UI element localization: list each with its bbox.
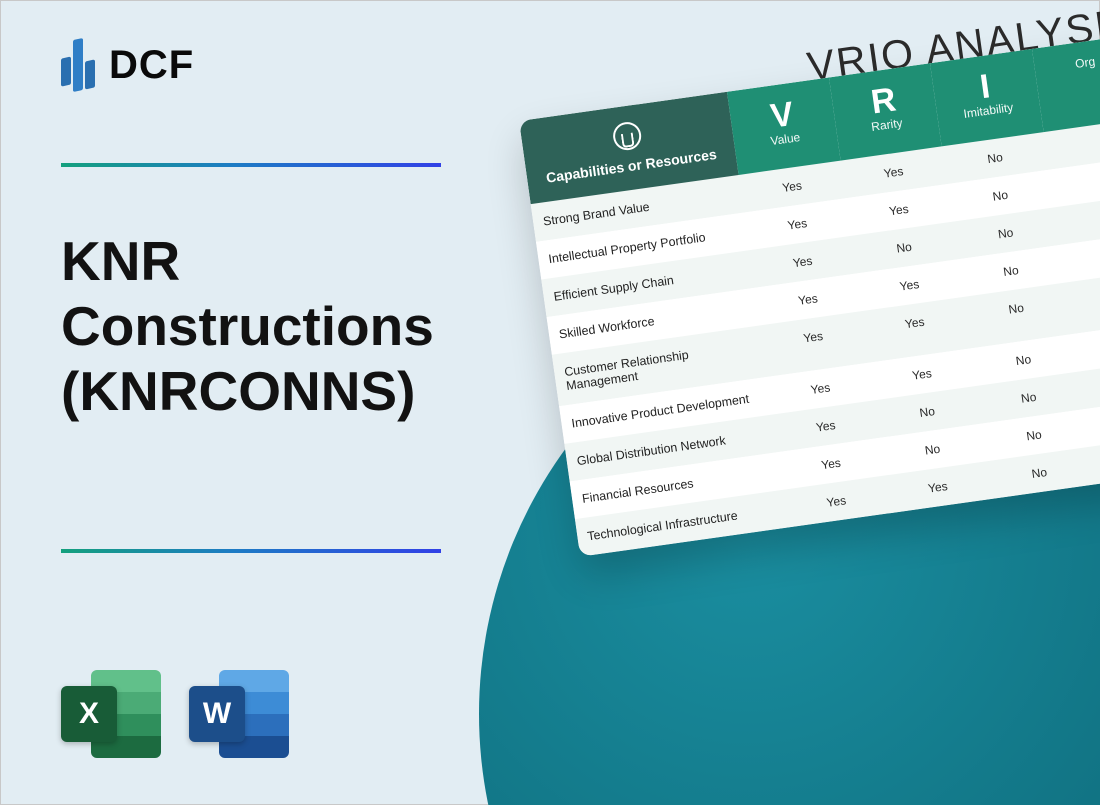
divider-top [61,163,441,167]
excel-badge: X [61,686,117,742]
brand-logo-mark [61,35,95,94]
word-icon: W [189,664,289,764]
brand-logo: DCF [61,39,194,91]
lightbulb-icon [611,120,643,152]
word-badge: W [189,686,245,742]
page-title: KNR Constructions (KNRCONNS) [61,229,481,424]
brand-name: DCF [109,43,194,88]
vrio-th-i: I Imitability [930,49,1043,146]
excel-icon: X [61,664,161,764]
vrio-th-v: V Value [727,78,840,175]
vrio-th-o-small: Org [1039,49,1100,75]
vrio-th-o: Org [1031,35,1100,132]
divider-bottom [61,549,441,553]
file-icons: X W [61,664,289,764]
vrio-th-r: R Rarity [828,63,941,160]
vrio-card: Capabilities or Resources V Value R Rari… [519,35,1100,557]
infographic-canvas: DCF KNR Constructions (KNRCONNS) X W VRI… [0,0,1100,805]
